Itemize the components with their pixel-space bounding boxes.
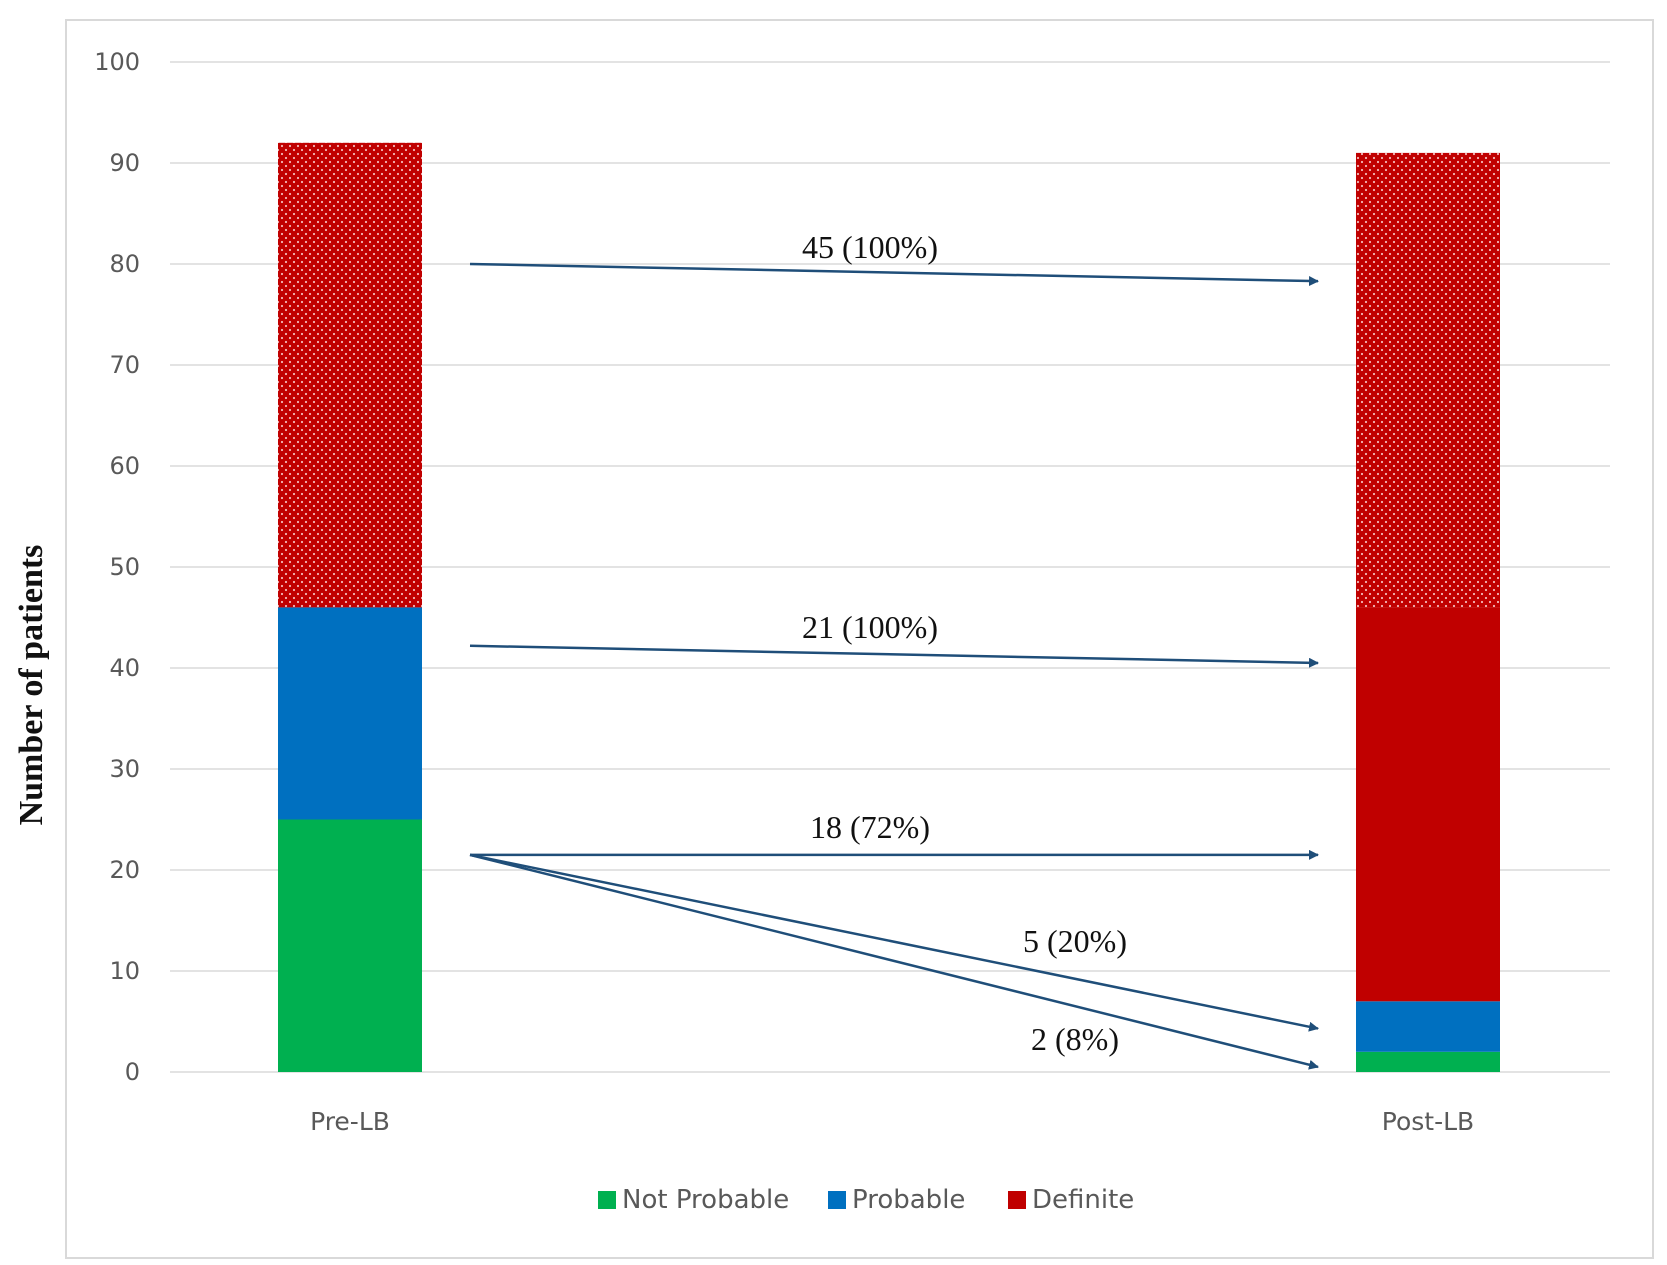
y-tick-label: 10 xyxy=(109,957,140,985)
bar-segment-definite-dotted xyxy=(278,142,422,608)
legend-swatch xyxy=(598,1191,616,1209)
bar-segment-probable xyxy=(1356,1001,1500,1052)
y-tick-label: 70 xyxy=(109,351,140,379)
bar-segment-definite-dotted xyxy=(1356,152,1500,608)
legend-label: Definite xyxy=(1032,1185,1134,1215)
y-tick-label: 20 xyxy=(109,856,140,884)
y-axis-ticks: 0 10 20 30 40 50 60 70 80 90 100 xyxy=(94,48,140,1086)
y-tick-label: 40 xyxy=(109,654,140,682)
y-tick-label: 90 xyxy=(109,149,140,177)
y-tick-label: 100 xyxy=(94,48,140,76)
bars xyxy=(278,142,1500,1072)
y-tick-label: 0 xyxy=(125,1058,140,1086)
legend: Not Probable Probable Definite xyxy=(598,1185,1134,1215)
y-tick-label: 60 xyxy=(109,452,140,480)
transition-label: 2 (8%) xyxy=(1031,1021,1119,1057)
y-tick-label: 30 xyxy=(109,755,140,783)
legend-swatch xyxy=(1008,1191,1026,1209)
category-label: Pre-LB xyxy=(310,1107,390,1136)
bar-segment-definite-solid xyxy=(1356,607,1500,1002)
transition-label: 5 (20%) xyxy=(1023,923,1127,959)
bar-segment-not-probable xyxy=(278,819,422,1072)
transition-label: 45 (100%) xyxy=(802,229,938,265)
y-tick-label: 80 xyxy=(109,250,140,278)
transition-label: 21 (100%) xyxy=(802,609,938,645)
transition-arrow xyxy=(469,853,1319,1032)
transition-arrow xyxy=(469,262,1319,286)
x-axis-categories: Pre-LB Post-LB xyxy=(310,1107,1474,1136)
y-tick-label: 50 xyxy=(109,553,140,581)
y-axis-label: Number of patients xyxy=(13,545,50,826)
transition-arrows: 45 (100%) 21 (100%) 18 (72%) 5 (20%) 2 (8%) xyxy=(469,229,1319,1070)
legend-swatch xyxy=(828,1191,846,1209)
legend-label: Not Probable xyxy=(622,1185,789,1215)
category-label: Post-LB xyxy=(1382,1107,1474,1136)
transition-label: 18 (72%) xyxy=(810,809,930,845)
bar-segment-not-probable xyxy=(1356,1051,1500,1072)
transition-arrow xyxy=(469,853,1319,1070)
legend-label: Probable xyxy=(852,1185,965,1215)
transition-arrow xyxy=(469,644,1319,668)
bar-segment-probable xyxy=(278,607,422,820)
